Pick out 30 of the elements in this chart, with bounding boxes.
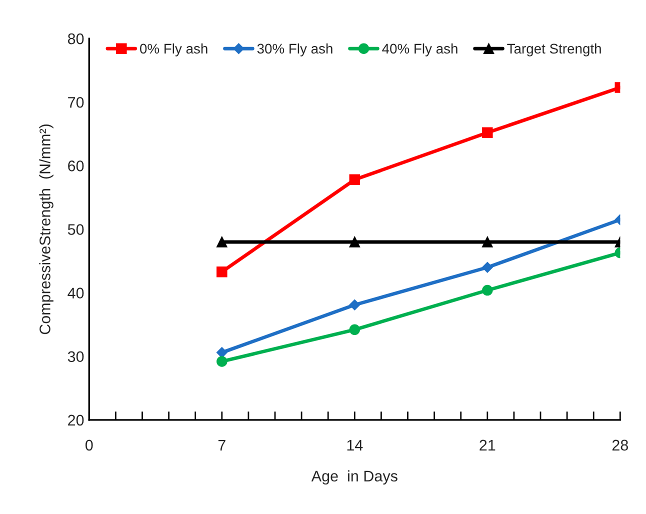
- x-tick-label: 14: [347, 440, 363, 450]
- y-tick-label: 60: [68, 160, 84, 172]
- point: [349, 236, 360, 248]
- point: [482, 284, 493, 296]
- x-tick-label: 21: [480, 440, 496, 450]
- point: [482, 236, 493, 248]
- point: [349, 174, 360, 186]
- point: [482, 127, 493, 138]
- legend-label: 40% Fly ash: [382, 43, 458, 56]
- y-tick-label: 30: [68, 351, 84, 362]
- legend-label: Target Strength: [507, 43, 601, 56]
- point: [482, 262, 493, 273]
- y-tick-label: 40: [68, 288, 84, 298]
- legend-label: 0% Fly ash: [140, 43, 208, 56]
- y-axis-title: CompressiveStrength (N/mm²): [39, 124, 54, 334]
- legend-label: 30% Fly ash: [257, 43, 332, 56]
- point: [349, 299, 360, 310]
- y-tick-label: 50: [68, 224, 84, 235]
- point: [216, 347, 228, 358]
- point: [216, 266, 228, 278]
- y-tick-label: 80: [68, 33, 84, 44]
- x-tick-label: 0: [85, 440, 93, 451]
- x-tick-label: 28: [612, 440, 628, 451]
- y-tick-label: 20: [68, 414, 84, 426]
- point: [216, 236, 228, 248]
- x-tick-label: 7: [218, 440, 226, 450]
- y-tick-label: 70: [68, 96, 84, 108]
- point: [349, 324, 360, 336]
- point: [216, 356, 228, 367]
- x-axis-title: Age in Days: [311, 470, 398, 485]
